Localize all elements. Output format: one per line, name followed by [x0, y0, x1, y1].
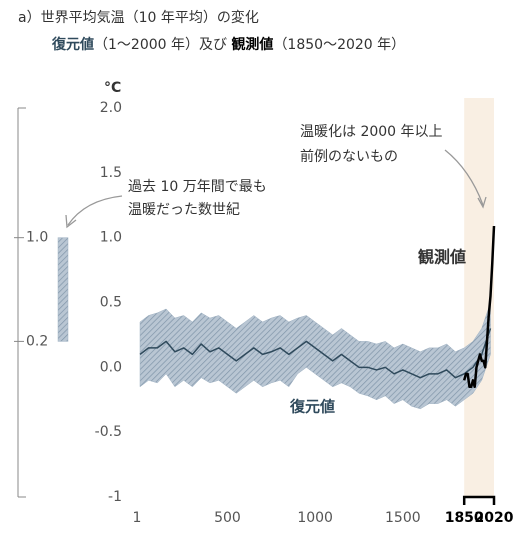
y-tick-label: 1.0 — [100, 230, 122, 246]
y-tick-label: 0.5 — [100, 295, 122, 311]
subtitle-part: （1～2000 年）及び — [94, 37, 231, 53]
y-tick-label: 2.0 — [100, 100, 122, 116]
x-tick-label: 1850 — [445, 510, 484, 526]
subtitle-part: 復元値 — [51, 36, 94, 53]
side-tick-label: 0.2 — [26, 333, 48, 349]
annotation: 前例のないもの — [300, 148, 398, 165]
y-tick-label: -0.5 — [95, 424, 122, 440]
chart-title: a）世界平均気温（10 年平均）の変化 — [18, 9, 259, 26]
side-range-bar — [57, 237, 69, 342]
series-label: 復元値 — [289, 398, 335, 416]
arrowhead — [477, 196, 487, 209]
annotation: 温暖化は 2000 年以上 — [300, 124, 443, 140]
annotation: 温暖だった数世紀 — [128, 202, 240, 218]
subtitle-part: （1850～2020 年） — [273, 37, 405, 53]
annotation: 過去 10 万年間で最も — [128, 179, 267, 195]
arrowhead — [65, 214, 77, 229]
series-line — [462, 225, 496, 389]
x-tick-label: 1 — [133, 510, 142, 526]
x-tick-label: 2020 — [475, 510, 514, 526]
y-unit: °C — [104, 80, 121, 96]
highlight-region — [464, 98, 494, 497]
series-line — [139, 328, 492, 379]
y-tick-label: 1.5 — [100, 165, 122, 181]
chart-subtitle: 復元値（1～2000 年）及び 観測値（1850～2020 年） — [51, 36, 405, 53]
y-tick-label: 0.0 — [100, 359, 122, 375]
uncertainty-band — [139, 302, 491, 410]
arrow — [67, 195, 123, 226]
x-tick-label: 500 — [214, 510, 241, 526]
y-tick-label: -1 — [108, 489, 122, 505]
period-bracket — [462, 495, 496, 505]
x-tick-label: 1500 — [385, 510, 421, 526]
series-label: 観測値 — [418, 248, 466, 267]
arrow — [444, 149, 484, 206]
x-tick-label: 1000 — [297, 510, 333, 526]
subtitle-part: 観測値 — [231, 36, 273, 53]
side-tick-label: 1.0 — [26, 230, 48, 246]
